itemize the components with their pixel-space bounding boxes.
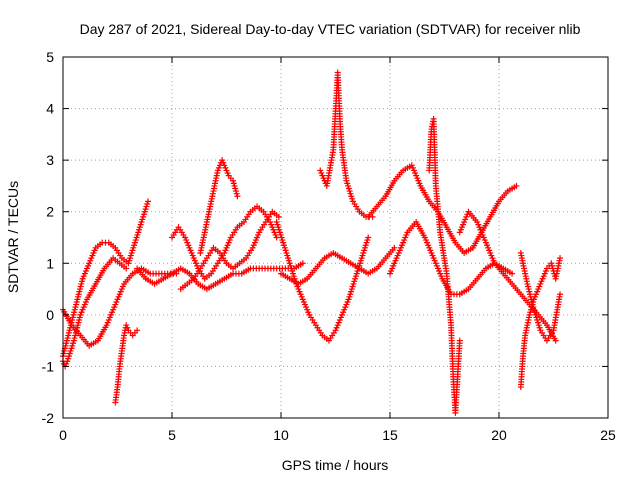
x-tick-label: 25 <box>600 427 616 443</box>
x-tick-label: 0 <box>59 427 67 443</box>
axis-tick-labels: 0 5 10 15 20 25 -2 -1 0 1 2 3 4 5 <box>42 49 616 443</box>
data-point <box>123 265 130 272</box>
data-point <box>552 337 559 344</box>
data-point <box>509 270 516 277</box>
data-point <box>513 182 520 189</box>
data-point <box>145 198 152 205</box>
data-point <box>234 193 241 200</box>
y-tick-label: -2 <box>42 410 55 426</box>
y-tick-label: 5 <box>46 49 54 65</box>
data-point <box>557 255 564 262</box>
y-axis-label: SDTVAR / TECUs <box>5 181 21 293</box>
y-tick-label: 2 <box>46 204 54 220</box>
data-point <box>456 337 463 344</box>
x-tick-label: 10 <box>273 427 289 443</box>
data-point <box>557 291 564 298</box>
data-point <box>275 213 282 220</box>
y-tick-label: -1 <box>42 358 55 374</box>
plot-frame <box>62 56 609 419</box>
x-tick-label: 20 <box>491 427 507 443</box>
axis-ticks <box>62 56 609 419</box>
x-tick-label: 5 <box>168 427 176 443</box>
data-point <box>391 244 398 251</box>
chart-title: Day 287 of 2021, Sidereal Day-to-day VTE… <box>80 21 581 37</box>
data-point <box>299 260 306 267</box>
data-point <box>134 327 141 334</box>
y-tick-label: 4 <box>46 101 54 117</box>
x-axis-label: GPS time / hours <box>282 457 389 473</box>
x-tick-label: 15 <box>382 427 398 443</box>
data-markers <box>60 69 564 416</box>
y-tick-label: 1 <box>46 255 54 271</box>
y-tick-label: 3 <box>46 152 54 168</box>
y-tick-label: 0 <box>46 307 54 323</box>
data-point <box>365 234 372 241</box>
